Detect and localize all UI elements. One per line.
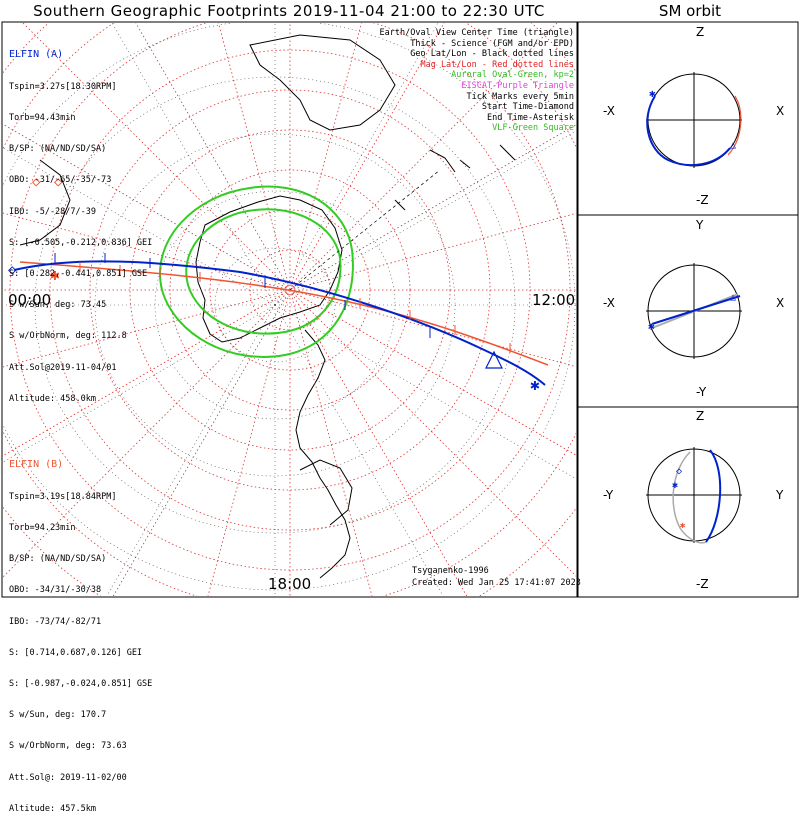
- mlt-label-right: 12:00: [532, 291, 576, 309]
- elfin-b-line: OBO: -34/31/-30/38: [9, 585, 102, 596]
- auroral-oval-outer: [159, 185, 354, 358]
- elfin-b-line: Altitude: 457.5km: [9, 803, 96, 814]
- orbit3-left-label: -Y: [603, 488, 614, 502]
- south-america-coast: [295, 329, 351, 579]
- auroral-oval-inner: [185, 208, 342, 335]
- svg-text:△: △: [730, 292, 736, 303]
- africa-coast: [249, 34, 396, 131]
- orbit3-bottom-label: -Z: [696, 577, 709, 591]
- svg-text:✱: ✱: [680, 521, 686, 531]
- svg-text:✱: ✱: [648, 320, 655, 333]
- elfin-a-line: Altitude: 458.0km: [9, 393, 96, 404]
- elfin-a-tick-marks: [54, 253, 431, 338]
- mlt-label-left: 00:00: [8, 291, 52, 309]
- orbit1-right-label: X: [776, 104, 785, 118]
- orbit-panel-title: SM orbit: [658, 2, 722, 20]
- elfin-a-line: S: [-0.505,-0.212,0.836] GEI: [9, 237, 153, 248]
- elfin-a-end-asterisk: ✱: [530, 375, 540, 394]
- svg-text:◇: ◇: [676, 466, 682, 477]
- svg-text:✱: ✱: [649, 87, 656, 100]
- main-canvas: ✱ ◇ ◇ ◇ ✱ ✱ △: [1, 21, 799, 598]
- elfin-b-line: S w/OrbNorm, deg: 73.63: [9, 741, 127, 752]
- elfin-b-start-diamond: ◇: [32, 174, 41, 190]
- legend-item: End Time-Asterisk: [487, 112, 574, 123]
- legend-item: Earth/Oval View Center Time (triangle): [379, 28, 574, 38]
- view-direction-line: [289, 169, 441, 291]
- legend-item: Start Time-Diamond: [481, 102, 574, 113]
- australia-coast: [19, 159, 71, 246]
- elfin-a-center-triangle: [485, 350, 503, 369]
- svg-text:△: △: [730, 140, 736, 151]
- elfin-b-line: S w/Sun, deg: 170.7: [9, 710, 107, 721]
- legend: Earth/Oval View Center Time (triangle) Th…: [380, 28, 574, 134]
- geo-grid: [3, 23, 576, 596]
- elfin-b-track: ✱ ◇ ◇: [19, 174, 549, 366]
- footer-author: Tsyganenko-1996: [412, 566, 489, 576]
- elfin-a-header: ELFIN (A): [9, 48, 64, 60]
- south-africa-coast: [299, 459, 353, 526]
- elfin-b-path: [19, 261, 549, 366]
- orbit-panel-xz: ✱ △: [646, 72, 742, 168]
- auroral-oval: [159, 185, 354, 358]
- antarctica-coast: [195, 195, 343, 343]
- orbit-panel-xy: ✱ △: [646, 263, 742, 359]
- elfin-b-line: Att.Sol@: 2019-11-02/00: [9, 772, 127, 783]
- elfin-a-start-diamond: ◇: [8, 262, 17, 278]
- elfin-a-line: S w/Sun, deg: 73.45: [9, 300, 107, 311]
- legend-item: VLF-Green Square: [492, 123, 574, 134]
- orbit2-left-label: -X: [603, 296, 615, 310]
- elfin-b-line: IBO: -73/74/-82/71: [9, 616, 102, 627]
- orbit3-right-label: Y: [776, 488, 784, 502]
- orbit2-right-label: X: [776, 296, 785, 310]
- elfin-b-end-asterisk: ✱: [50, 265, 60, 284]
- legend-item: Geo Lat/Lon - Black dotted lines: [410, 49, 574, 60]
- elfin-a-line: OBO: -31/-65/-35/-73: [9, 175, 112, 186]
- elfin-b-tick-marks: [79, 262, 511, 353]
- elfin-b-line: Tspin=3.19s[18.84RPM]: [9, 491, 117, 502]
- orbit1-top-label: Z: [696, 25, 705, 39]
- map-frame: [1, 21, 578, 598]
- orbit-panel-yz: ✱ ◇ ✱: [646, 447, 742, 544]
- elfin-b-line: S: [-0.987,-0.024,0.851] GSE: [9, 678, 153, 689]
- plot-title: Southern Geographic Footprints 2019-11-0…: [33, 2, 545, 20]
- orbit3-top-label: Z: [696, 409, 705, 423]
- legend-item: Tick Marks every 5min: [466, 91, 574, 102]
- elfin-a-line: S w/OrbNorm, deg: 112.8: [9, 331, 127, 342]
- legend-item: EISCAT-Purple Triangle: [461, 80, 574, 91]
- elfin-a-line: B/SP: (NA/ND/SD/SA): [9, 144, 107, 155]
- orbit-frame-yz: [577, 406, 799, 598]
- orbit-frame-xz: [577, 21, 799, 216]
- legend-item: Auroral Oval-Green, kp=2: [451, 70, 574, 81]
- legend-item: Mag Lat/Lon - Red dotted lines: [420, 59, 574, 70]
- elfin-b-start-diamond-2: ◇: [54, 174, 63, 190]
- orbit1-left-label: -X: [603, 104, 615, 118]
- elfin-b-info: ELFIN (B) Tspin=3.19s[18.84RPM] Torb=94.…: [9, 438, 152, 825]
- elfin-a-line: IBO: -5/-28/7/-39: [9, 206, 96, 217]
- elfin-b-line: B/SP: (NA/ND/SD/SA): [9, 554, 107, 565]
- islands: [394, 144, 516, 211]
- elfin-a-info: ELFIN (A) Tspin=3.27s[18.30RPM] Torb=94.…: [9, 28, 152, 415]
- svg-text:✱: ✱: [672, 480, 678, 491]
- coastlines: [19, 34, 516, 579]
- mag-grid: [3, 23, 576, 596]
- elfin-a-line: S: [0.282,-0.441,0.851] GSE: [9, 268, 148, 279]
- elfin-a-line: Att.Sol@2019-11-04/01: [9, 362, 117, 373]
- elfin-b-line: S: [0.714,0.687,0.126] GEI: [9, 647, 143, 658]
- mlt-label-bottom: 18:00: [268, 575, 312, 593]
- orbit2-top-label: Y: [696, 218, 704, 232]
- orbit1-bottom-label: -Z: [696, 193, 709, 207]
- elfin-b-header: ELFIN (B): [9, 458, 64, 470]
- legend-item: Thick - Science (FGM and/or EPD): [410, 38, 574, 49]
- orbit2-bottom-label: -Y: [696, 385, 707, 399]
- elfin-a-line: Tspin=3.27s[18.30RPM]: [9, 81, 117, 92]
- footer-created: Created: Wed Jan 25 17:41:07 2023: [412, 578, 581, 588]
- elfin-a-line: Torb=94.43min: [9, 112, 76, 123]
- elfin-b-line: Torb=94.23min: [9, 522, 76, 533]
